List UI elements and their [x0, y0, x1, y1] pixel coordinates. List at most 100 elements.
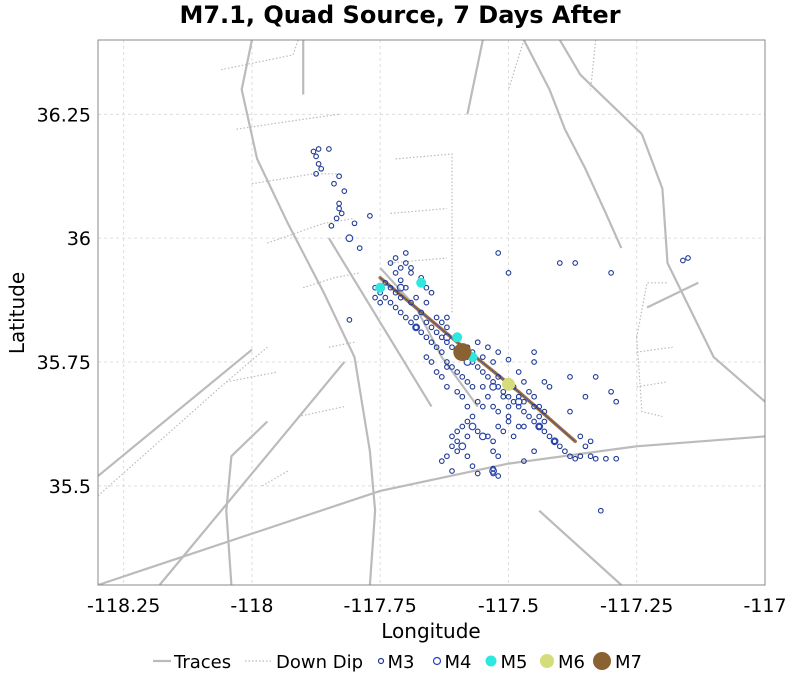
m3-event-point [551, 438, 558, 445]
m3-event-point [387, 299, 394, 306]
m4-event-point [478, 432, 487, 441]
x-tick-label: -118 [230, 595, 273, 617]
m3-event-point [680, 257, 686, 264]
legend: Traces Down Dip M3 M4 M5 M6 M7 [153, 652, 642, 673]
m3-event-point [587, 453, 594, 460]
m3-event-point [490, 359, 496, 365]
y-axis-ticks: 35.5 35.75 36 36.25 [37, 104, 91, 498]
m3-event-point [582, 443, 589, 450]
m3-event-point [438, 349, 445, 355]
fault-trace [240, 40, 377, 585]
m4-event-point [468, 422, 477, 431]
down-dip-line [297, 406, 345, 418]
legend-m3-label: M3 [388, 652, 415, 673]
legend-traces-label: Traces [173, 652, 231, 673]
m3-event-point [413, 294, 419, 301]
m3-event-point [469, 463, 476, 469]
m3-event-point [387, 260, 394, 266]
fault-trace [646, 281, 699, 309]
m3-event-point [408, 319, 414, 326]
fault-trace [538, 509, 623, 585]
m3-event-point [479, 383, 486, 390]
m3-event-point [372, 294, 378, 301]
m3-event-point [479, 354, 486, 360]
m3-event-point [423, 299, 430, 306]
m3-event-point [428, 324, 435, 331]
fault-trace [225, 420, 269, 585]
m3-event-point [500, 393, 507, 400]
x-tick-label: -117.75 [344, 595, 417, 617]
m3-event-point [423, 284, 430, 291]
m4-event-point [489, 467, 498, 475]
legend-m3-swatch [377, 657, 385, 665]
m3-event-point [315, 161, 322, 167]
m3-event-point [428, 339, 435, 346]
down-dip-line [390, 257, 447, 264]
down-dip-line [390, 207, 447, 214]
m5-event-point [416, 277, 427, 288]
m3-event-point [397, 309, 404, 316]
m3-event-point [485, 344, 491, 351]
m3-event-point [397, 277, 404, 284]
down-dip-line [395, 153, 453, 313]
m4-event-point [550, 437, 559, 446]
m3-event-point [536, 413, 543, 420]
m3-event-point [402, 260, 409, 266]
m3-event-point [608, 388, 614, 395]
m3-event-point [459, 423, 466, 430]
m3-event-point [613, 455, 620, 462]
m3-event-point [326, 146, 332, 152]
m3-event-point [438, 458, 445, 464]
m3-event-point [531, 418, 537, 425]
m3-event-point [392, 255, 399, 261]
m3-event-point [531, 349, 537, 355]
m3-event-point [577, 453, 584, 460]
m3-event-point [505, 356, 512, 363]
events-layer [310, 146, 691, 514]
m3-event-point [333, 215, 340, 222]
down-dip-line [236, 113, 340, 130]
m3-event-point [341, 188, 348, 194]
m3-event-point [562, 448, 568, 455]
down-dip-line [261, 470, 289, 487]
m3-event-point [449, 443, 455, 450]
plot-frame [97, 39, 766, 586]
m3-event-point [495, 423, 502, 430]
m5-event-point [452, 332, 463, 343]
m3-event-point [474, 339, 481, 346]
m3-event-point [500, 428, 507, 435]
m3-event-point [464, 418, 471, 425]
m3-event-point [556, 260, 563, 266]
fault-trace [558, 40, 643, 135]
legend-m7-label: M7 [615, 652, 642, 673]
m3-event-point [495, 374, 502, 380]
m3-event-point [392, 270, 399, 276]
y-tick-label: 35.75 [37, 352, 91, 374]
m3-event-point [541, 408, 548, 415]
m3-event-point [541, 428, 548, 435]
m3-event-point [444, 383, 450, 390]
x-axis-ticks: -118.25 -118 -117.75 -117.5 -117.25 -117 [87, 595, 787, 617]
down-dip-line [328, 341, 355, 348]
down-dip-line [636, 346, 673, 353]
m3-event-point [418, 329, 425, 336]
m3-event-point [459, 393, 466, 400]
m3-event-point [495, 408, 502, 415]
m3-event-point [418, 309, 425, 316]
m3-event-point [582, 393, 589, 400]
m3-event-point [397, 265, 404, 271]
m3-event-point [597, 507, 604, 514]
m3-event-point [531, 359, 537, 365]
m3-event-point [382, 294, 389, 301]
m3-event-point [449, 433, 455, 440]
m3-event-point [392, 289, 399, 296]
m3-event-point [315, 146, 322, 152]
m3-event-point [444, 324, 450, 331]
m3-event-point [587, 438, 594, 445]
m3-event-point [521, 408, 527, 415]
m3-event-point [310, 148, 317, 155]
m3-event-point [387, 284, 394, 291]
y-axis-label: Latitude [5, 272, 29, 354]
m3-event-point [515, 393, 522, 400]
m3-event-point [464, 433, 471, 440]
